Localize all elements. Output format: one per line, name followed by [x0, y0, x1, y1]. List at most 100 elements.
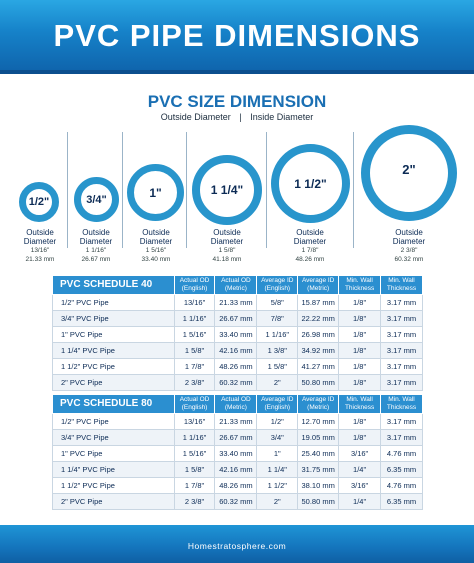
column-header: Actual OD (Metric): [214, 275, 258, 295]
table-cell: 34.92 mm: [297, 342, 340, 359]
table-cell: 1 7/8": [173, 477, 216, 494]
section-title: PVC SIZE DIMENSION: [147, 92, 327, 111]
text-label: (Metric): [307, 404, 330, 411]
column-header: Min. Wall Thickness: [338, 394, 382, 414]
table-cell: 4.76 mm: [380, 445, 423, 462]
text-label: Outside: [213, 228, 241, 237]
table-cell: 1/8": [338, 429, 382, 446]
pipe-label: Outside Diameter 13/16" 21.33 mm: [14, 228, 66, 264]
table-cell: 42.16 mm: [214, 342, 258, 359]
pipe-circle-one-half-inch: 1 1/2": [271, 144, 350, 223]
text-label: 1 7/8": [301, 247, 319, 254]
column-header: Average ID (English): [256, 394, 299, 414]
text-label: 48.26 mm: [295, 256, 325, 263]
text-label: 13/16": [30, 247, 50, 254]
text-label: 1 5/8": [218, 247, 236, 254]
text-label: 60.32 mm: [394, 256, 424, 263]
text-label: Actual OD: [221, 277, 251, 284]
text-label: 41.18 mm: [212, 256, 242, 263]
table-cell: 1 1/16": [173, 310, 216, 327]
table-row: 3/4" PVC Pipe 1 1/16" 26.67 mm 7/8" 22.22 mm…: [52, 310, 423, 327]
table-cell: 48.26 mm: [214, 358, 258, 375]
text-label: 1/2": [28, 196, 50, 208]
table-cell: 3.17 mm: [380, 294, 423, 311]
pipe-label: Outside Diameter 1 7/8" 48.26 mm: [283, 228, 337, 264]
table-cell: 31.75 mm: [297, 461, 340, 478]
table-cell: 1 5/16": [173, 326, 216, 343]
table-cell: 1 1/16": [256, 326, 299, 343]
table-cell: 1/2" PVC Pipe: [52, 413, 175, 430]
text-label: Diameter: [139, 237, 173, 246]
column-header: Average ID (English): [256, 275, 299, 295]
pipe-label: Outside Diameter 2 3/8" 60.32 mm: [380, 228, 438, 264]
text-label: (English): [264, 404, 291, 411]
table-row: 1 1/2" PVC Pipe 1 7/8" 48.26 mm 1 1/2" 38.10…: [52, 477, 423, 494]
table-cell: 2" PVC Pipe: [52, 374, 175, 391]
table-cell: 1 1/2" PVC Pipe: [52, 477, 175, 494]
column-header: Min. Wall Thickness: [380, 394, 423, 414]
table-cell: 3.17 mm: [380, 429, 423, 446]
table-cell: 6.35 mm: [380, 461, 423, 478]
table-cell: 1 1/4" PVC Pipe: [52, 342, 175, 359]
column-header: Actual OD (Metric): [214, 394, 258, 414]
table-cell: 4.76 mm: [380, 477, 423, 494]
table-cell: 1/8": [338, 358, 382, 375]
text-label: Average ID: [301, 277, 335, 284]
text-label: Min. Wall: [346, 396, 373, 403]
table-cell: 33.40 mm: [214, 326, 258, 343]
pipe-circle-three-quarter-inch: 3/4": [74, 177, 119, 222]
text-label: Diameter: [392, 237, 426, 246]
text-label: (English): [181, 404, 208, 411]
table-cell: 1 5/8": [173, 342, 216, 359]
text-label: 33.40 mm: [141, 256, 171, 263]
table-cell: 3.17 mm: [380, 413, 423, 430]
text-label: Thickness: [344, 404, 375, 411]
column-header: Average ID (Metric): [297, 275, 340, 295]
table-cell: 1/2" PVC Pipe: [52, 294, 175, 311]
table-cell: 21.33 mm: [214, 413, 258, 430]
table-cell: 12.70 mm: [297, 413, 340, 430]
column-divider: [122, 132, 123, 248]
table-cell: 3/4" PVC Pipe: [52, 310, 175, 327]
pipe-label: Outside Diameter 1 1/16" 26.67 mm: [70, 228, 122, 264]
pipe-label: Outside Diameter 1 5/16" 33.40 mm: [129, 228, 183, 264]
table-row: 3/4" PVC Pipe 1 1/16" 26.67 mm 3/4" 19.05 mm…: [52, 429, 423, 446]
table-cell: 2": [256, 493, 299, 510]
footer-banner: Homestratosphere.com: [0, 525, 474, 563]
table-cell: 1 5/16": [173, 445, 216, 462]
text-label: Diameter: [23, 237, 57, 246]
table-row: 1" PVC Pipe 1 5/16" 33.40 mm 1" 25.40 mm 3/16…: [52, 445, 423, 462]
table-cell: 3/4": [256, 429, 299, 446]
text-label: Outside: [142, 228, 170, 237]
table-cell: 1/2": [256, 413, 299, 430]
table-cell: 2": [256, 374, 299, 391]
text-label: Diameter: [210, 237, 244, 246]
table-cell: 26.67 mm: [214, 429, 258, 446]
text-label: 3/4": [86, 193, 107, 206]
table-cell: 1/8": [338, 294, 382, 311]
table-cell: 19.05 mm: [297, 429, 340, 446]
column-divider: [67, 132, 68, 248]
table-cell: 1/8": [338, 342, 382, 359]
pipe-circle-half-inch: 1/2": [19, 182, 59, 222]
table-cell: 1 1/2" PVC Pipe: [52, 358, 175, 375]
legend-separator: |: [239, 112, 242, 122]
table-cell: 1": [256, 445, 299, 462]
footer-site-link[interactable]: Homestratosphere.com: [187, 541, 287, 551]
table-cell: 26.67 mm: [214, 310, 258, 327]
table-cell: 33.40 mm: [214, 445, 258, 462]
text-label: 1 1/2": [294, 176, 327, 191]
table-cell: 5/8": [256, 294, 299, 311]
text-label: Actual OD: [221, 396, 251, 403]
text-label: Actual OD: [179, 396, 210, 403]
table-cell: 42.16 mm: [214, 461, 258, 478]
text-label: Outside: [82, 228, 110, 237]
text-label: (Metric): [224, 285, 247, 292]
text-label: 26.67 mm: [81, 256, 111, 263]
table-cell: 50.80 mm: [297, 374, 340, 391]
pipe-label: Outside Diameter 1 5/8" 41.18 mm: [200, 228, 254, 264]
table-cell: 1/4": [338, 461, 382, 478]
table-cell: 1 5/8": [173, 461, 216, 478]
text-label: Thickness: [386, 404, 417, 411]
page-title: PVC PIPE DIMENSIONS: [53, 18, 421, 53]
